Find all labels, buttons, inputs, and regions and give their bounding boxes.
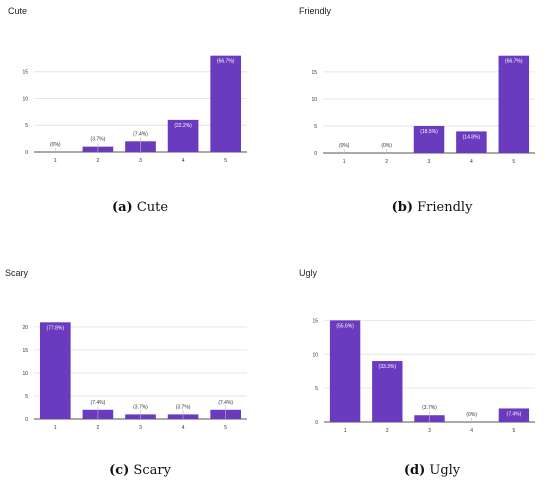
bar [167, 119, 199, 152]
x-tick-label: 1 [344, 428, 347, 434]
caption-friendly: (b) Friendly [332, 200, 532, 215]
bar [210, 55, 242, 152]
data-label: (18.5%) [420, 129, 438, 135]
caption-cute: (a) Cute [40, 200, 240, 215]
y-tick-label: 0 [25, 150, 28, 156]
x-tick-label: 4 [470, 159, 473, 165]
x-tick-label: 4 [182, 158, 185, 164]
data-label: (7.4%) [507, 411, 522, 417]
data-label: (33.3%) [379, 364, 397, 370]
chart-panel-scary: Scary 0 5 10 15 20 (77.8%) 1 (7.4%) 2 (3.7%) 3 (3.7… [0, 241, 275, 482]
data-label: (77.8%) [47, 325, 65, 331]
y-tick-label: 0 [314, 151, 317, 157]
y-tick-label: 0 [25, 417, 28, 423]
bar-chart-ugly: 0 5 10 15 (55.6%) 1 (33.3%) 2 (3.7%) 3 (0%) 4 (7.4%)… [312, 318, 535, 434]
data-label: (3.7%) [176, 404, 191, 410]
bar [39, 322, 71, 419]
bar [413, 125, 445, 153]
y-tick-label: 5 [315, 386, 318, 392]
bar [498, 408, 530, 422]
data-label: (0%) [381, 143, 392, 149]
data-label: (0%) [466, 412, 477, 418]
data-label: (7.4%) [133, 131, 148, 137]
x-tick-label: 3 [139, 158, 142, 164]
y-tick-label: 5 [314, 124, 317, 130]
y-tick-label: 5 [25, 394, 28, 400]
data-label: (14.8%) [463, 134, 481, 140]
bar [329, 320, 361, 422]
chart-title: Cute [8, 6, 28, 16]
data-label: (66.7%) [505, 59, 523, 65]
y-tick-label: 5 [25, 123, 28, 129]
chart-title: Scary [5, 268, 29, 278]
x-tick-label: 2 [386, 428, 389, 434]
caption-text: Ugly [429, 463, 461, 478]
caption-letter: (a) [111, 200, 133, 215]
data-label: (0%) [339, 143, 350, 149]
data-label: (66.7%) [217, 59, 235, 65]
x-tick-label: 3 [139, 425, 142, 431]
y-tick-label: 20 [22, 325, 28, 331]
chart-panel-cute: Cute 0 5 10 15 (0%) 1 (3.7%) 2 (7.4%) 3 (22.2%) 4 (6… [0, 0, 275, 241]
data-label: (7.4%) [218, 400, 233, 406]
caption-text: Friendly [417, 200, 473, 215]
data-label: (22.2%) [174, 123, 192, 129]
x-tick-label: 1 [54, 425, 57, 431]
chart-panel-friendly: Friendly 0 5 10 15 (0%) 1 (0%) 2 (18.5%) 3 (14.8%)… [275, 0, 550, 241]
x-tick-label: 4 [182, 425, 185, 431]
x-tick-label: 1 [54, 158, 57, 164]
x-tick-label: 5 [513, 428, 516, 434]
y-tick-label: 0 [315, 420, 318, 426]
y-tick-label: 15 [311, 70, 317, 76]
caption-scary: (c) Scary [40, 463, 240, 478]
bar-chart-friendly: 0 5 10 15 (0%) 1 (0%) 2 (18.5%) 3 (14.8%) 4 (66.7%) 5 [311, 55, 535, 165]
y-tick-label: 15 [22, 348, 28, 354]
caption-text: Scary [133, 463, 171, 478]
x-tick-label: 2 [385, 159, 388, 165]
caption-letter: (d) [403, 463, 426, 478]
y-tick-label: 15 [312, 318, 318, 324]
data-label: (3.7%) [422, 405, 437, 411]
bar [498, 55, 530, 154]
bar [372, 361, 403, 422]
x-tick-label: 3 [428, 428, 431, 434]
chart-panel-ugly: Ugly 0 5 10 15 (55.6%) 1 (33.3%) 2 (3.7%) 3 (0%) 4 (… [275, 241, 550, 482]
x-tick-label: 5 [512, 159, 515, 165]
x-tick-label: 2 [97, 158, 100, 164]
caption-letter: (c) [109, 463, 130, 478]
chart-title: Ugly [299, 268, 318, 278]
data-label: (3.7%) [133, 404, 148, 410]
y-tick-label: 10 [22, 371, 28, 377]
x-tick-label: 1 [343, 159, 346, 165]
caption-ugly: (d) Ugly [332, 463, 532, 478]
x-tick-label: 4 [470, 428, 473, 434]
y-tick-label: 10 [22, 96, 28, 102]
data-label: (7.4%) [91, 400, 106, 406]
y-tick-label: 10 [312, 352, 318, 358]
x-tick-label: 3 [428, 159, 431, 165]
bar-chart-scary: 0 5 10 15 20 (77.8%) 1 (7.4%) 2 (3.7%) 3 (3.7%) 4 (7.… [22, 322, 247, 431]
y-tick-label: 15 [22, 70, 28, 76]
data-label: (55.6%) [336, 323, 354, 329]
x-tick-label: 5 [224, 158, 227, 164]
x-tick-label: 2 [97, 425, 100, 431]
chart-title: Friendly [299, 6, 332, 16]
data-label: (0%) [50, 142, 61, 148]
x-tick-label: 5 [224, 425, 227, 431]
bar [456, 131, 487, 153]
caption-letter: (b) [391, 200, 413, 215]
bar-chart-cute: 0 5 10 15 (0%) 1 (3.7%) 2 (7.4%) 3 (22.2%) 4 (66.7%)… [22, 55, 247, 164]
caption-text: Cute [136, 200, 169, 215]
y-tick-label: 10 [311, 97, 317, 103]
data-label: (3.7%) [91, 137, 106, 143]
